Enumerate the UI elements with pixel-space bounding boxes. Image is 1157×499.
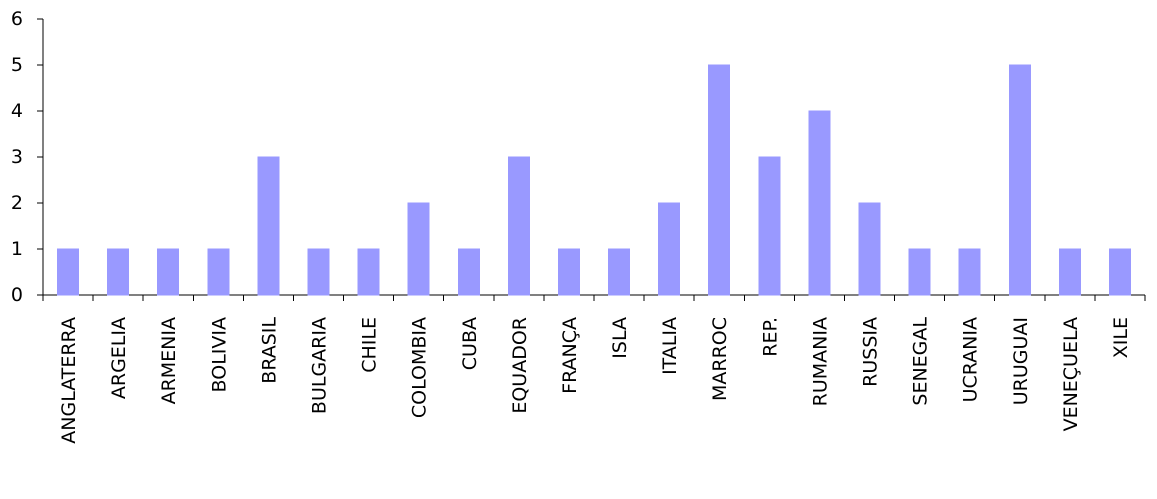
bar-vene-uela (1058, 248, 1081, 296)
y-tick-label: 5 (11, 54, 23, 76)
bar-ucrania (958, 248, 981, 296)
bar-uruguai (1008, 64, 1031, 296)
x-tick-label: VENEÇUELA (1060, 317, 1082, 431)
bar-brasil (257, 156, 280, 296)
bar-italia (658, 202, 681, 296)
y-tick-label: 3 (11, 146, 23, 168)
bar-equador (507, 156, 530, 296)
y-tick-label: 4 (11, 100, 23, 122)
x-tick-label: SENEGAL (910, 317, 932, 406)
x-tick-label: RUMANIA (809, 317, 831, 406)
x-tick-label: ARMENIA (158, 317, 180, 404)
x-tick-label: CHILE (359, 317, 381, 373)
x-tick-label: EQUADOR (509, 317, 531, 414)
x-tick-label: XILE (1110, 317, 1132, 358)
bar-fran-a (557, 248, 580, 296)
x-tick-label: ARGELIA (108, 317, 130, 399)
x-tick-label: UCRANIA (960, 317, 982, 402)
x-tick-label: BRASIL (258, 317, 280, 384)
y-axis: 0 1 2 3 4 5 6 (11, 8, 44, 306)
x-tick-label: FRANÇA (559, 317, 581, 394)
x-tick-label: RUSSIA (860, 317, 882, 387)
bar-isla (608, 248, 631, 296)
bars (57, 64, 1131, 296)
x-tick-label: URUGUAI (1010, 317, 1032, 405)
x-tick-label: ANGLATERRA (58, 317, 80, 444)
x-tick-label: CUBA (459, 317, 481, 370)
bar-rumania (808, 110, 831, 296)
bar-bolivia (207, 248, 230, 296)
bar-bulgaria (307, 248, 330, 296)
bar-rep- (758, 156, 781, 296)
y-tick-label: 0 (11, 284, 23, 306)
bar-colombia (407, 202, 430, 296)
bar-cuba (457, 248, 480, 296)
bar-senegal (908, 248, 931, 296)
bar-argelia (107, 248, 130, 296)
bar-russia (858, 202, 881, 296)
y-tick-label: 6 (11, 8, 23, 30)
x-axis (42, 294, 1146, 301)
bar-xile (1108, 248, 1131, 296)
bar-anglaterra (57, 248, 80, 296)
bar-chile (357, 248, 380, 296)
y-tick-label: 2 (11, 192, 23, 214)
x-tick-label: REP. (759, 317, 781, 357)
x-tick-labels: ANGLATERRA ARGELIA ARMENIA BOLIVIA BRASIL BUL… (58, 317, 1132, 444)
bar-marroc (708, 64, 731, 296)
y-tick-label: 1 (11, 238, 23, 260)
x-tick-label: BULGARIA (309, 317, 331, 414)
x-tick-label: COLOMBIA (409, 317, 431, 418)
x-tick-label: ISLA (609, 317, 631, 359)
x-tick-label: MARROC (709, 317, 731, 401)
bar-armenia (157, 248, 180, 296)
x-tick-label: ITALIA (659, 317, 681, 375)
x-tick-label: BOLIVIA (208, 317, 230, 392)
